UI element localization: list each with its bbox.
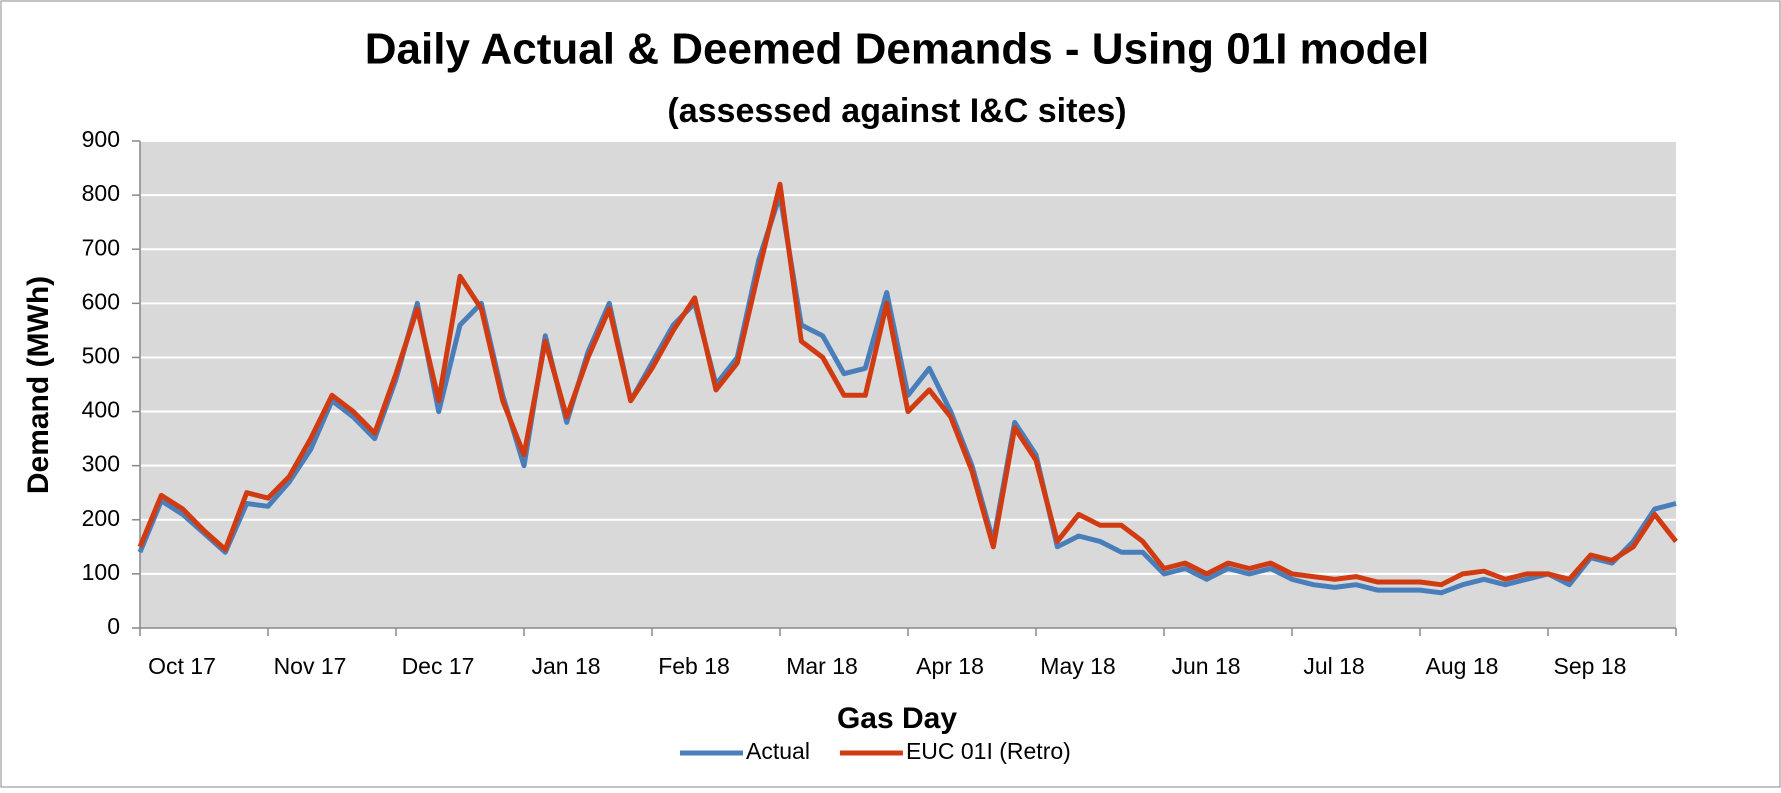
y-tick-label: 500 (82, 343, 120, 369)
x-tick-label: Sep 18 (1554, 653, 1627, 679)
x-tick-label: Dec 17 (402, 653, 475, 679)
x-tick-label: Feb 18 (658, 653, 730, 679)
x-tick-label: Jan 18 (531, 653, 600, 679)
chart-subtitle: (assessed against I&C sites) (667, 92, 1126, 130)
x-tick-label: Aug 18 (1426, 653, 1499, 679)
legend-label: Actual (746, 738, 810, 764)
y-tick-label: 200 (82, 505, 120, 531)
y-tick-label: 700 (82, 234, 120, 260)
y-tick-label: 0 (107, 613, 120, 639)
x-tick-label: Apr 18 (916, 653, 984, 679)
x-tick-label: Jul 18 (1303, 653, 1364, 679)
y-tick-label: 600 (82, 288, 120, 314)
x-tick-label: Mar 18 (786, 653, 858, 679)
y-tick-label: 300 (82, 451, 120, 477)
y-axis-title: Demand (MWh) (22, 276, 55, 494)
y-tick-label: 900 (82, 126, 120, 152)
x-axis-title: Gas Day (837, 702, 957, 735)
y-tick-label: 400 (82, 397, 120, 423)
series-line (137, 181, 1678, 588)
chart-title: Daily Actual & Deemed Demands - Using 01… (365, 25, 1429, 74)
x-tick-label: Oct 17 (148, 653, 216, 679)
y-tick-label: 800 (82, 180, 120, 206)
x-tick-label: Nov 17 (274, 653, 347, 679)
x-tick-label: May 18 (1040, 653, 1115, 679)
legend-label: EUC 01I (Retro) (906, 738, 1071, 764)
x-tick-label: Jun 18 (1171, 653, 1240, 679)
y-tick-label: 100 (82, 559, 120, 585)
